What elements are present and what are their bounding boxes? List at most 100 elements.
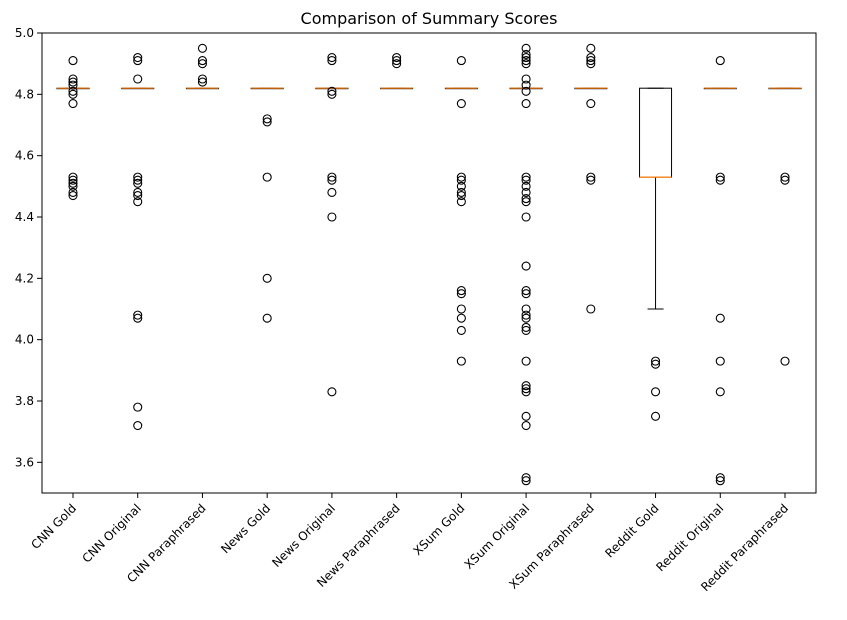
outlier-point xyxy=(715,387,725,397)
outlier-point xyxy=(521,286,531,296)
x-tick-label: News Original xyxy=(269,501,338,570)
outlier-point xyxy=(197,43,208,53)
outlier-point xyxy=(456,313,466,323)
outlier-point xyxy=(715,356,725,366)
outlier-point xyxy=(133,402,143,412)
outlier-point xyxy=(521,420,531,431)
outlier-point xyxy=(715,175,725,185)
outlier-point xyxy=(262,172,272,182)
outlier-point xyxy=(521,261,531,271)
outlier-point xyxy=(586,98,596,109)
outlier-point xyxy=(68,86,78,96)
outlier-point xyxy=(456,356,466,366)
outlier-point xyxy=(521,384,531,394)
outlier-point xyxy=(586,43,596,53)
outlier-point xyxy=(133,190,143,201)
outlier-point xyxy=(521,197,531,207)
outlier-point xyxy=(586,52,596,63)
outlier-point xyxy=(586,172,596,182)
outlier-point xyxy=(521,59,531,69)
y-tick-label: 4.0 xyxy=(15,333,34,347)
x-tick-label: News Gold xyxy=(218,501,273,556)
plot-frame xyxy=(41,32,817,494)
outlier-point xyxy=(68,172,78,182)
outlier-point xyxy=(521,212,531,222)
outlier-point xyxy=(68,190,78,201)
outlier-point xyxy=(456,304,466,314)
outlier-point xyxy=(262,273,272,283)
outlier-point xyxy=(456,286,466,296)
outlier-point xyxy=(586,56,596,66)
outlier-point xyxy=(456,98,466,109)
outlier-point xyxy=(327,172,337,182)
outlier-point xyxy=(521,473,531,483)
outlier-point xyxy=(521,43,531,53)
outlier-point xyxy=(521,80,531,90)
outlier-point xyxy=(133,187,143,198)
outlier-point xyxy=(133,172,143,182)
outlier-point xyxy=(715,476,725,486)
outlier-point xyxy=(68,181,78,191)
outlier-point xyxy=(650,359,661,369)
outlier-point xyxy=(521,98,531,109)
x-tick-label: Reddit Gold xyxy=(602,501,661,560)
outlier-point xyxy=(327,187,337,198)
outlier-point xyxy=(133,175,143,185)
outlier-point xyxy=(521,387,531,397)
outlier-point xyxy=(521,325,531,336)
outlier-point xyxy=(715,172,725,182)
x-tick-label: XSum Gold xyxy=(411,501,468,558)
x-tick-label: CNN Gold xyxy=(28,501,79,552)
outlier-point xyxy=(68,98,78,109)
y-tick-label: 4.6 xyxy=(15,149,34,163)
outlier-point xyxy=(521,194,531,204)
outlier-point xyxy=(456,187,466,198)
outlier-point xyxy=(68,89,78,99)
outlier-point xyxy=(715,56,725,66)
outlier-point xyxy=(327,212,337,222)
outlier-point xyxy=(68,80,78,90)
y-tick-label: 3.6 xyxy=(15,455,34,469)
outlier-point xyxy=(521,172,531,182)
outlier-point xyxy=(521,52,531,63)
outlier-point xyxy=(133,313,143,323)
outlier-point xyxy=(521,313,531,323)
outlier-point xyxy=(521,381,531,391)
outlier-point xyxy=(327,86,337,96)
outlier-point xyxy=(327,175,337,185)
outlier-point xyxy=(456,325,466,336)
outlier-point xyxy=(456,181,466,191)
outlier-point xyxy=(456,172,466,182)
outlier-point xyxy=(521,289,531,299)
outlier-point xyxy=(521,356,531,366)
outlier-point xyxy=(262,117,272,127)
outlier-point xyxy=(650,387,661,397)
outlier-point xyxy=(392,56,402,66)
outlier-point xyxy=(133,74,143,84)
outlier-point xyxy=(650,411,661,421)
outlier-point xyxy=(133,56,143,66)
outlier-point xyxy=(650,356,661,366)
outlier-point xyxy=(392,52,402,63)
outlier-point xyxy=(133,52,143,63)
outlier-point xyxy=(715,313,725,323)
x-tick-label: XSum Original xyxy=(462,501,533,572)
outlier-point xyxy=(68,175,78,185)
outlier-point xyxy=(327,89,337,99)
outlier-point xyxy=(456,197,466,207)
outlier-point xyxy=(780,356,790,366)
y-tick-label: 3.8 xyxy=(15,394,34,408)
outlier-point xyxy=(521,175,531,185)
outlier-point xyxy=(456,190,466,201)
y-tick-label: 4.2 xyxy=(15,271,34,285)
outlier-point xyxy=(262,313,272,323)
outlier-point xyxy=(780,175,790,185)
outlier-point xyxy=(133,178,143,188)
outlier-point xyxy=(521,49,531,60)
outlier-point xyxy=(68,178,78,188)
y-tick-label: 4.4 xyxy=(15,210,34,224)
outlier-point xyxy=(586,59,596,69)
chart-title: Comparison of Summary Scores xyxy=(301,9,558,28)
outlier-point xyxy=(586,175,596,185)
